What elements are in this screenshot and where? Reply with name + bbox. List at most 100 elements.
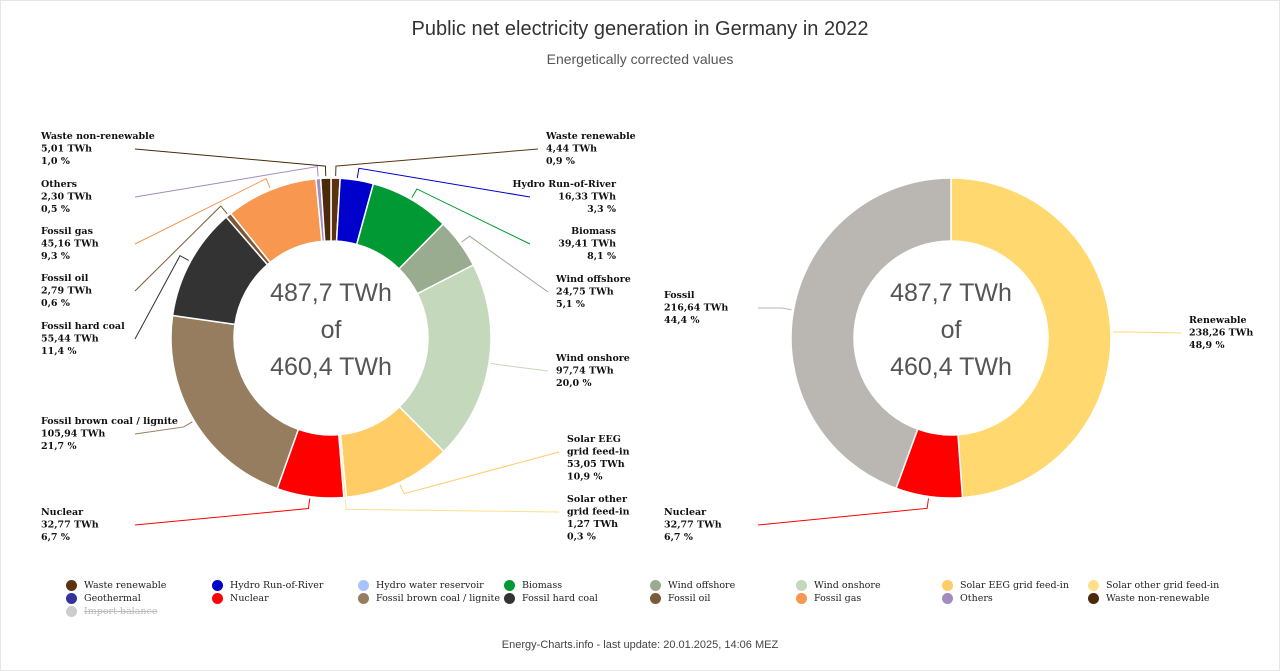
chart1-slice-fossil-brown-coal-lignite[interactable]	[170, 314, 300, 490]
legend-marker-icon	[796, 593, 807, 604]
chart1-label-waste-renewable: Waste renewable 4,44 TWh 0,9 %	[545, 131, 636, 167]
chart1-donut: Waste renewable 4,44 TWh 0,9 % Hydro Run-of…	[40, 131, 636, 543]
legend-marker-icon	[212, 580, 223, 591]
chart1-leader-hydro-run-of-river	[356, 167, 531, 198]
legend-item-hydro-water-reservoir[interactable]: Hydro water reservoir	[358, 580, 484, 591]
chart2-label-renewable: Renewable 238,26 TWh 48,9 %	[1189, 315, 1253, 351]
chart1-label-wind-offshore: Wind offshore 24,75 TWh 5,1 %	[555, 274, 631, 310]
chart1-label-wind-onshore: Wind onshore 97,74 TWh 20,0 %	[555, 353, 630, 389]
chart2-center-text-3: 460,4 TWh	[890, 353, 1012, 381]
legend-marker-icon	[504, 580, 515, 591]
chart1-label-fossil-hard-coal: Fossil hard coal 55,44 TWh 11,4 %	[41, 321, 125, 357]
chart1-label-fossil-oil: Fossil oil 2,79 TWh 0,6 %	[41, 273, 92, 309]
chart-title: Public net electricity generation in Ger…	[411, 18, 869, 40]
chart1-label-hydro-run-of-river: Hydro Run-of-River 16,33 TWh 3,3 %	[512, 179, 617, 215]
chart2-slice-renewable[interactable]	[950, 177, 1112, 499]
legend-label: Geothermal	[84, 593, 141, 604]
legend-marker-icon	[358, 580, 369, 591]
legend-item-solar-other-grid-feed-in[interactable]: Solar other grid feed-in	[1088, 580, 1219, 591]
chart1-center-text-2: of	[321, 316, 342, 344]
chart1-label-solar-eeg-grid-feed-in: Solar EEG grid feed-in 53,05 TWh 10,9 %	[567, 434, 630, 483]
chart1-slice-waste-non-renewable[interactable]	[319, 177, 332, 242]
chart1-label-others: Others 2,30 TWh 0,5 %	[41, 179, 92, 215]
legend-label: Wind offshore	[668, 580, 736, 591]
chart2-leader-renewable	[1112, 331, 1182, 334]
legend-item-fossil-gas[interactable]: Fossil gas	[796, 593, 861, 604]
chart1-leader-biomass	[411, 188, 531, 245]
legend-marker-icon	[66, 593, 77, 604]
chart1-leader-waste-non-renewable	[134, 148, 327, 177]
chart1-leader-waste-renewable	[335, 148, 539, 177]
chart2-donut: Renewable 238,26 TWh 48,9 % Nuclear 32,77 TW…	[664, 177, 1253, 543]
legend-item-waste-renewable[interactable]: Waste renewable	[66, 580, 166, 591]
legend-item-waste-non-renewable[interactable]: Waste non-renewable	[1088, 593, 1210, 604]
legend-marker-icon	[650, 593, 661, 604]
legend-item-fossil-brown-coal-lignite[interactable]: Fossil brown coal / lignite	[358, 593, 500, 604]
legend-item-solar-eeg-grid-feed-in[interactable]: Solar EEG grid feed-in	[942, 580, 1069, 591]
chart1-leader-fossil-hard-coal	[134, 255, 189, 340]
legend-label: Fossil oil	[668, 593, 711, 604]
chart2-leader-fossil	[757, 307, 792, 311]
chart1-label-fossil-gas: Fossil gas 45,16 TWh 9,3 %	[41, 226, 99, 262]
legend-label: Waste non-renewable	[1106, 593, 1210, 604]
legend-item-others[interactable]: Others	[942, 593, 993, 604]
chart1-leader-fossil-oil	[134, 205, 228, 292]
legend-marker-icon	[1088, 593, 1099, 604]
chart1-leader-others	[134, 165, 319, 198]
legend-marker-icon	[66, 580, 77, 591]
legend-label: Biomass	[522, 580, 563, 591]
legend-item-fossil-hard-coal[interactable]: Fossil hard coal	[504, 593, 598, 604]
legend-marker-icon	[942, 580, 953, 591]
legend-label: Import balance	[84, 606, 158, 617]
legend-label: Solar other grid feed-in	[1106, 580, 1220, 591]
legend-item-import-balance[interactable]: Import balance	[66, 606, 157, 617]
legend-marker-icon	[504, 593, 515, 604]
chart2-label-fossil: Fossil 216,64 TWh 44,4 %	[664, 290, 728, 326]
chart1-label-biomass: Biomass 39,41 TWh 8,1 %	[558, 226, 616, 262]
legend-label: Hydro Run-of-River	[230, 580, 324, 591]
chart1-label-waste-non-renewable: Waste non-renewable 5,01 TWh 1,0 %	[40, 131, 155, 167]
chart1-center-text-1: 487,7 TWh	[270, 279, 392, 307]
legend-marker-icon	[212, 593, 223, 604]
legend-label: Nuclear	[230, 593, 269, 604]
chart1-label-nuclear: Nuclear 32,77 TWh 6,7 %	[41, 507, 99, 543]
legend-label: Fossil hard coal	[522, 593, 598, 604]
chart-subtitle: Energetically corrected values	[546, 51, 734, 67]
legend-label: Others	[960, 593, 993, 604]
legend-marker-icon	[796, 580, 807, 591]
chart1-leader-solar-other-grid-feed-in	[344, 499, 560, 513]
legend-marker-icon	[358, 593, 369, 604]
legend-marker-icon	[66, 606, 77, 617]
chart2-leader-nuclear	[757, 498, 930, 526]
legend-item-nuclear[interactable]: Nuclear	[212, 593, 269, 604]
legend-label: Hydro water reservoir	[376, 580, 484, 591]
legend-label: Wind onshore	[814, 580, 881, 591]
chart1-label-fossil-brown-coal-lignite: Fossil brown coal / lignite 105,94 TWh 21,…	[41, 416, 178, 452]
footer-credit: Energy-Charts.info - last update: 20.01.…	[501, 639, 779, 651]
chart1-leader-wind-offshore	[461, 235, 549, 293]
chart1-slice-wind-onshore[interactable]	[398, 264, 492, 453]
legend-item-biomass[interactable]: Biomass	[504, 580, 562, 591]
legend-label: Waste renewable	[84, 580, 167, 591]
chart1-leader-wind-onshore	[490, 362, 549, 372]
chart1-label-solar-other-grid-feed-in: Solar other grid feed-in 1,27 TWh 0,3 %	[567, 494, 630, 543]
legend-label: Solar EEG grid feed-in	[960, 580, 1069, 591]
legend-item-fossil-oil[interactable]: Fossil oil	[650, 593, 710, 604]
legend-item-wind-offshore[interactable]: Wind offshore	[650, 580, 735, 591]
chart2-slice-fossil[interactable]	[790, 177, 952, 490]
legend-item-wind-onshore[interactable]: Wind onshore	[796, 580, 881, 591]
legend-item-geothermal[interactable]: Geothermal	[66, 593, 141, 604]
chart1-center-text-3: 460,4 TWh	[270, 353, 392, 381]
chart1-leader-solar-eeg-grid-feed-in	[399, 451, 560, 495]
chart1-leader-fossil-brown-coal-lignite	[134, 421, 193, 435]
chart2-label-nuclear: Nuclear 32,77 TWh 6,7 %	[664, 507, 722, 543]
legend-marker-icon	[1088, 580, 1099, 591]
chart2-center-text-1: 487,7 TWh	[890, 279, 1012, 307]
legend-label: Fossil brown coal / lignite	[376, 593, 500, 604]
legend-marker-icon	[650, 580, 661, 591]
chart1-leader-nuclear	[134, 498, 311, 526]
legend-item-hydro-run-of-river[interactable]: Hydro Run-of-River	[212, 580, 323, 591]
legend-label: Fossil gas	[814, 593, 862, 604]
legend-marker-icon	[942, 593, 953, 604]
